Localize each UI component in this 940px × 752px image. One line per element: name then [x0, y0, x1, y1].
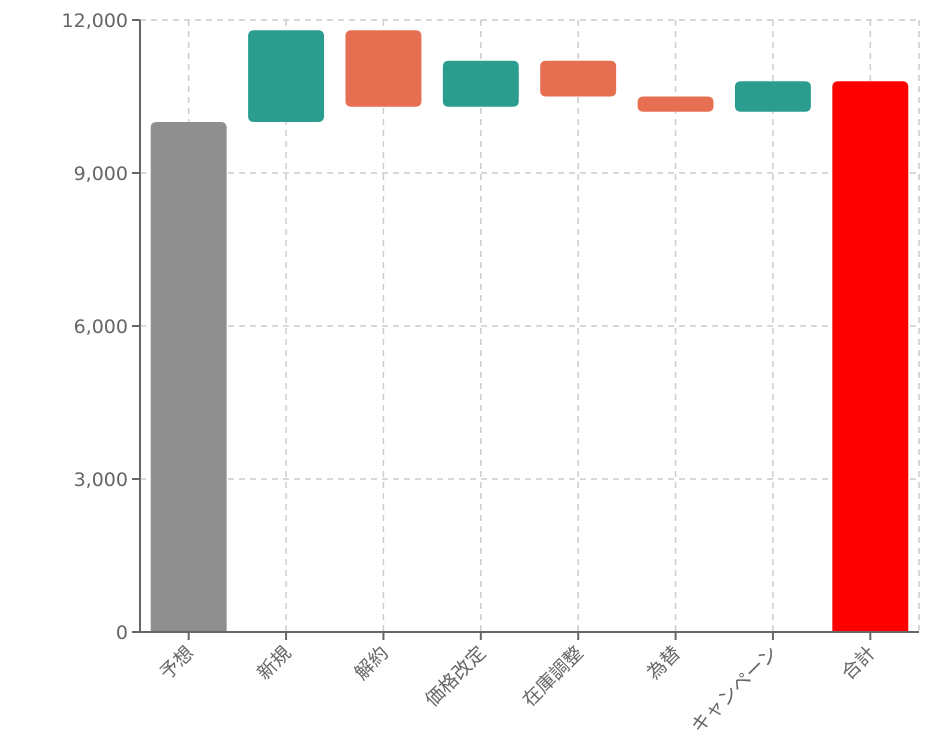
x-tick-label: 合計 [837, 642, 879, 684]
bar-increase [734, 81, 811, 112]
y-tick-label: 12,000 [62, 10, 128, 32]
y-tick-label: 6,000 [74, 316, 128, 338]
bar-decrease [540, 60, 617, 97]
bar-increase [442, 60, 519, 107]
x-tick-label: 解約 [351, 642, 393, 684]
x-tick-label: キャンペーン [687, 642, 783, 738]
bar-increase [248, 30, 325, 123]
bar-base [150, 122, 227, 632]
y-tick-label: 9,000 [74, 163, 128, 185]
bar-decrease [345, 30, 422, 107]
y-ticks: 0 3,000 6,000 9,000 12,000 [62, 10, 140, 644]
bar-total [832, 81, 909, 632]
x-tick-label: 在庫調整 [518, 642, 587, 711]
x-ticks: 予想 新規 解約 価格改定 在庫調整 為替 キャンペーン 合計 [156, 632, 880, 737]
x-tick-label: 予想 [156, 642, 198, 684]
x-tick-label: 為替 [643, 642, 685, 684]
x-tick-label: 価格改定 [421, 642, 490, 711]
y-tick-label: 3,000 [74, 469, 128, 491]
y-tick-label: 0 [116, 622, 128, 644]
bar-decrease [637, 96, 714, 112]
x-tick-label: 新規 [253, 642, 295, 684]
bars [150, 30, 909, 632]
